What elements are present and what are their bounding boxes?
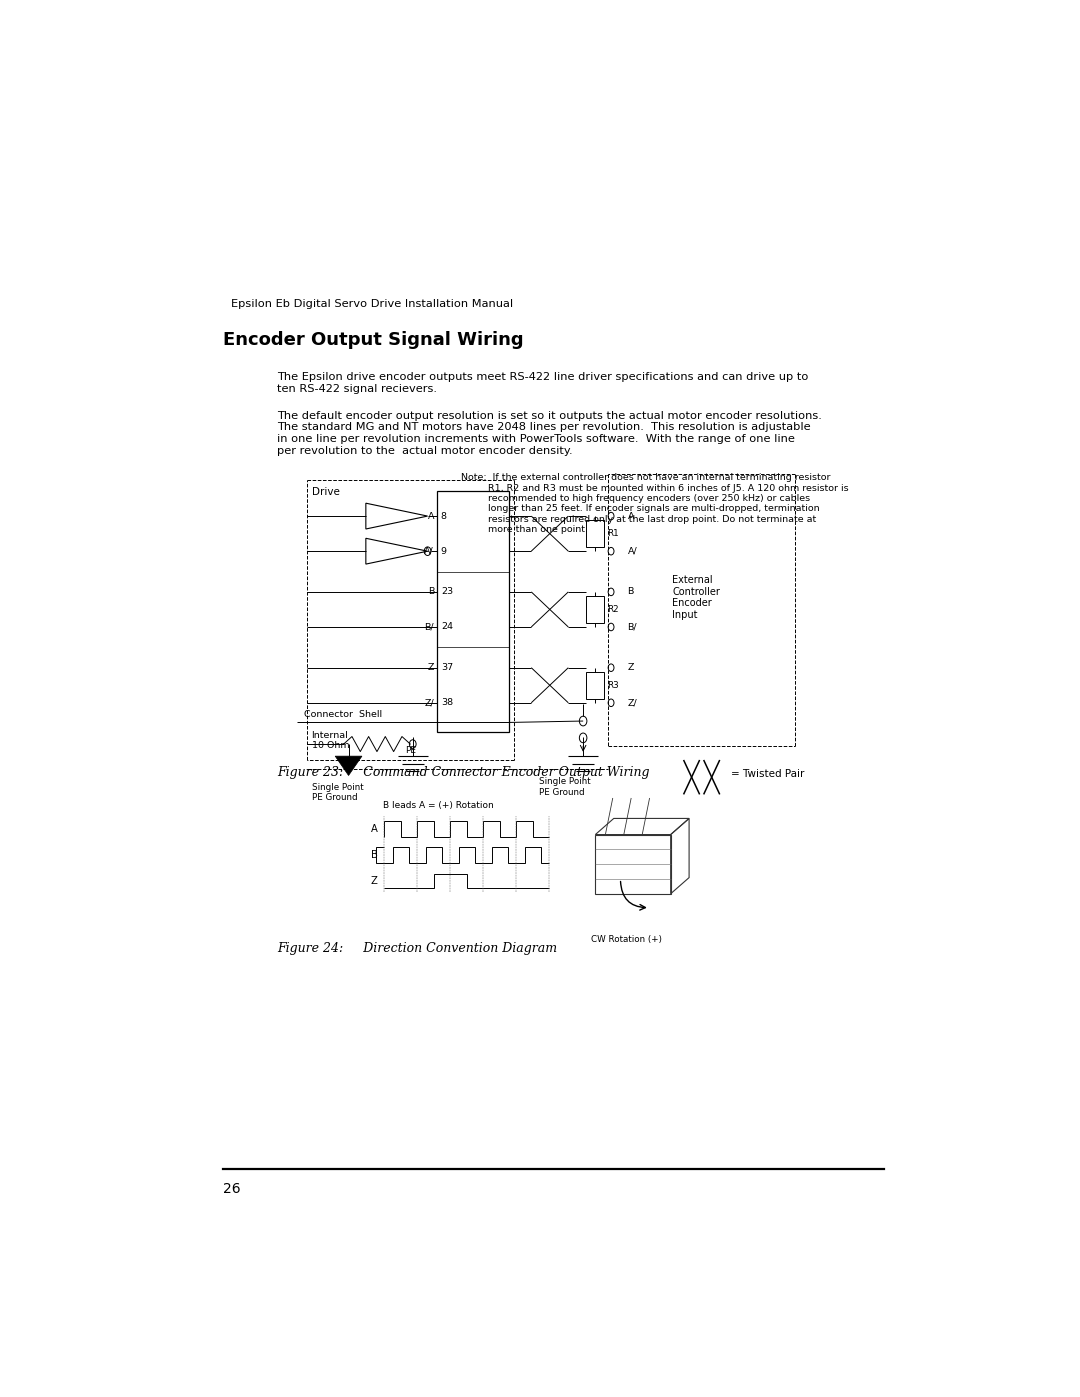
Text: Z: Z [627,664,634,672]
Text: R1: R1 [607,529,619,538]
Text: Connector  Shell: Connector Shell [305,710,382,719]
Text: PE: PE [405,746,417,756]
Text: Z: Z [370,876,378,886]
Text: Epsilon Eb Digital Servo Drive Installation Manual: Epsilon Eb Digital Servo Drive Installat… [231,299,513,309]
Text: R3: R3 [607,680,619,690]
Text: Note:  If the external controller does not have an internal terminating resistor: Note: If the external controller does no… [461,474,849,534]
Polygon shape [335,756,362,775]
Text: 8: 8 [441,511,447,521]
Text: = Twisted Pair: = Twisted Pair [731,768,805,780]
Text: A: A [428,511,434,521]
Text: A/: A/ [424,546,434,556]
Text: B leads A = (+) Rotation: B leads A = (+) Rotation [382,800,494,810]
Text: 9: 9 [441,546,447,556]
Text: A/: A/ [627,546,637,556]
Text: Internal
10 Ohm: Internal 10 Ohm [311,731,349,750]
Text: External
Controller
Encoder
Input: External Controller Encoder Input [672,576,720,620]
Text: B/: B/ [424,623,434,631]
Text: B: B [627,587,634,597]
Text: Single Point
PE Ground: Single Point PE Ground [311,782,363,802]
Text: 24: 24 [441,623,453,631]
Text: The default encoder output resolution is set so it outputs the actual motor enco: The default encoder output resolution is… [278,411,822,455]
Text: CW Rotation (+): CW Rotation (+) [591,935,662,943]
Text: B/: B/ [627,623,637,631]
Text: 26: 26 [222,1182,241,1196]
Text: Drive: Drive [311,486,339,496]
Text: Z: Z [428,664,434,672]
Text: Figure 23:     Command Connector Encoder Output Wiring: Figure 23: Command Connector Encoder Out… [278,766,650,778]
Text: B: B [370,849,378,861]
Text: R2: R2 [607,605,619,613]
Text: A: A [370,824,378,834]
Text: Figure 24:     Direction Convention Diagram: Figure 24: Direction Convention Diagram [278,942,557,956]
Text: Z/: Z/ [424,698,434,707]
Text: 23: 23 [441,587,453,597]
Text: B: B [428,587,434,597]
Text: 37: 37 [441,664,453,672]
Text: The Epsilon drive encoder outputs meet RS-422 line driver specifications and can: The Epsilon drive encoder outputs meet R… [278,372,809,394]
Text: A: A [627,511,634,521]
Text: Z/: Z/ [627,698,637,707]
Text: Encoder Output Signal Wiring: Encoder Output Signal Wiring [222,331,524,349]
Text: 38: 38 [441,698,453,707]
Text: Single Point
PE Ground: Single Point PE Ground [539,777,591,796]
